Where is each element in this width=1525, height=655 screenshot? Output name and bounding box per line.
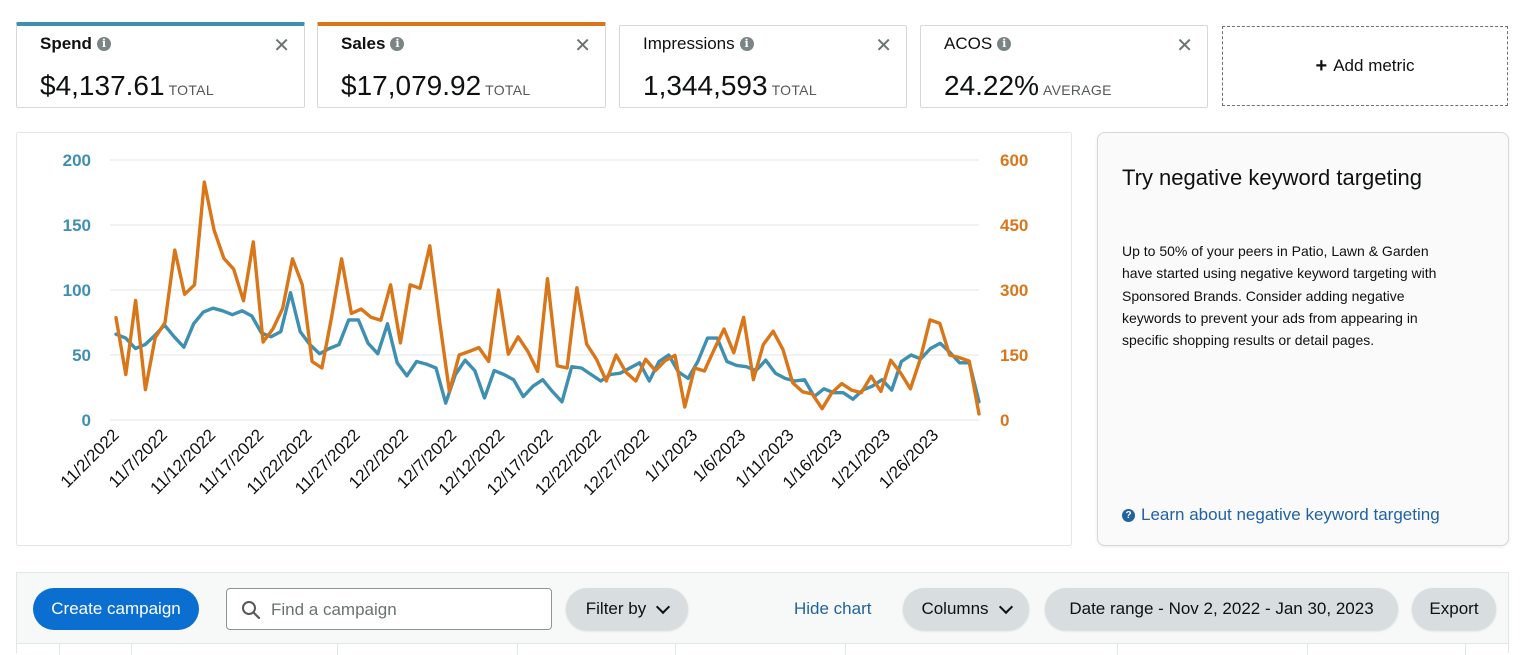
column-divider [59,644,60,655]
search-box[interactable] [226,588,552,630]
learn-more-label: Learn about negative keyword targeting [1141,505,1440,524]
metric-label: ACOS i [944,34,1012,54]
metric-card-acos[interactable]: ACOS i ✕ 24.22% AVERAGE [920,25,1208,108]
info-icon[interactable]: i [390,37,405,51]
metric-unit: TOTAL [168,82,214,98]
tip-body: Up to 50% of your peers in Patio, Lawn &… [1122,243,1437,349]
sales-series-line [114,180,981,416]
info-icon[interactable]: i [739,37,754,51]
plus-icon: + [1315,54,1328,77]
metric-card-spend[interactable]: Spend i ✕ $4,137.61 TOTAL [16,22,305,108]
close-icon[interactable]: ✕ [875,35,892,57]
date-range-button[interactable]: Date range - Nov 2, 2022 - Jan 30, 2023 [1045,588,1398,630]
column-divider [1117,644,1118,655]
metric-value: 1,344,593 TOTAL [643,70,817,101]
info-icon[interactable]: i [96,37,111,51]
add-metric-label: Add metric [1333,56,1415,75]
column-divider [517,644,518,655]
metric-unit: TOTAL [771,82,817,98]
y-right-tick-label: 300 [1000,281,1028,300]
tip-panel: Try negative keyword targeting Up to 50%… [1097,132,1509,546]
y-left-tick-label: 150 [63,216,91,235]
y-left-tick-label: 50 [72,346,91,365]
filter-by-button[interactable]: Filter by [566,588,688,630]
metric-value: $4,137.61 TOTAL [40,70,214,101]
y-right-tick-label: 450 [1000,216,1028,235]
column-divider [675,644,676,655]
column-divider [131,644,132,655]
metric-card-impressions[interactable]: Impressions i ✕ 1,344,593 TOTAL [619,25,907,108]
performance-chart: 0 0 50 150 100 300 150 450 200 600 11/2/2022 11/7/2… [16,132,1072,546]
metric-label: Sales i [341,34,405,54]
metric-card-sales[interactable]: Sales i ✕ $17,079.92 TOTAL [317,22,606,108]
export-label: Export [1429,599,1479,618]
close-icon[interactable]: ✕ [1176,35,1193,57]
campaign-toolbar: Create campaign Filter by Hide chart Col… [16,572,1509,655]
filter-by-label: Filter by [585,599,647,618]
column-divider [1465,644,1466,655]
metric-label: Spend i [40,34,111,54]
hide-chart-link[interactable]: Hide chart [794,599,872,618]
help-icon: ? [1122,508,1135,522]
metric-value: 24.22% AVERAGE [944,70,1112,101]
create-campaign-label: Create campaign [51,599,181,618]
y-right-tick-label: 600 [1000,151,1028,170]
tip-title: Try negative keyword targeting [1122,165,1422,190]
close-icon[interactable]: ✕ [273,35,290,57]
search-input[interactable] [269,598,543,622]
metric-unit: TOTAL [485,82,531,98]
export-button[interactable]: Export [1412,588,1496,630]
chevron-down-icon [656,599,671,614]
spend-series-line [114,290,981,405]
y-left-tick-label: 200 [63,151,91,170]
search-icon [242,601,261,620]
close-icon[interactable]: ✕ [574,35,591,57]
column-divider [337,644,338,655]
metric-value: $17,079.92 TOTAL [341,70,531,101]
date-range-label: Date range - Nov 2, 2022 - Jan 30, 2023 [1069,599,1374,618]
metric-label: Impressions i [643,34,754,54]
learn-more-link[interactable]: ? Learn about negative keyword targeting [1122,505,1440,525]
column-divider [845,644,846,655]
table-header-strip [17,643,1508,655]
add-metric-button[interactable]: + Add metric [1222,26,1508,106]
y-right-tick-label: 0 [1000,411,1009,430]
y-right-tick-label: 150 [1000,346,1028,365]
metric-unit: AVERAGE [1042,82,1112,98]
chevron-down-icon [998,599,1013,614]
create-campaign-button[interactable]: Create campaign [33,588,199,630]
columns-label: Columns [921,599,989,618]
y-left-tick-label: 0 [82,411,91,430]
info-icon[interactable]: i [997,37,1012,51]
y-left-tick-label: 100 [63,281,91,300]
columns-button[interactable]: Columns [903,588,1029,630]
column-divider [1307,644,1308,655]
